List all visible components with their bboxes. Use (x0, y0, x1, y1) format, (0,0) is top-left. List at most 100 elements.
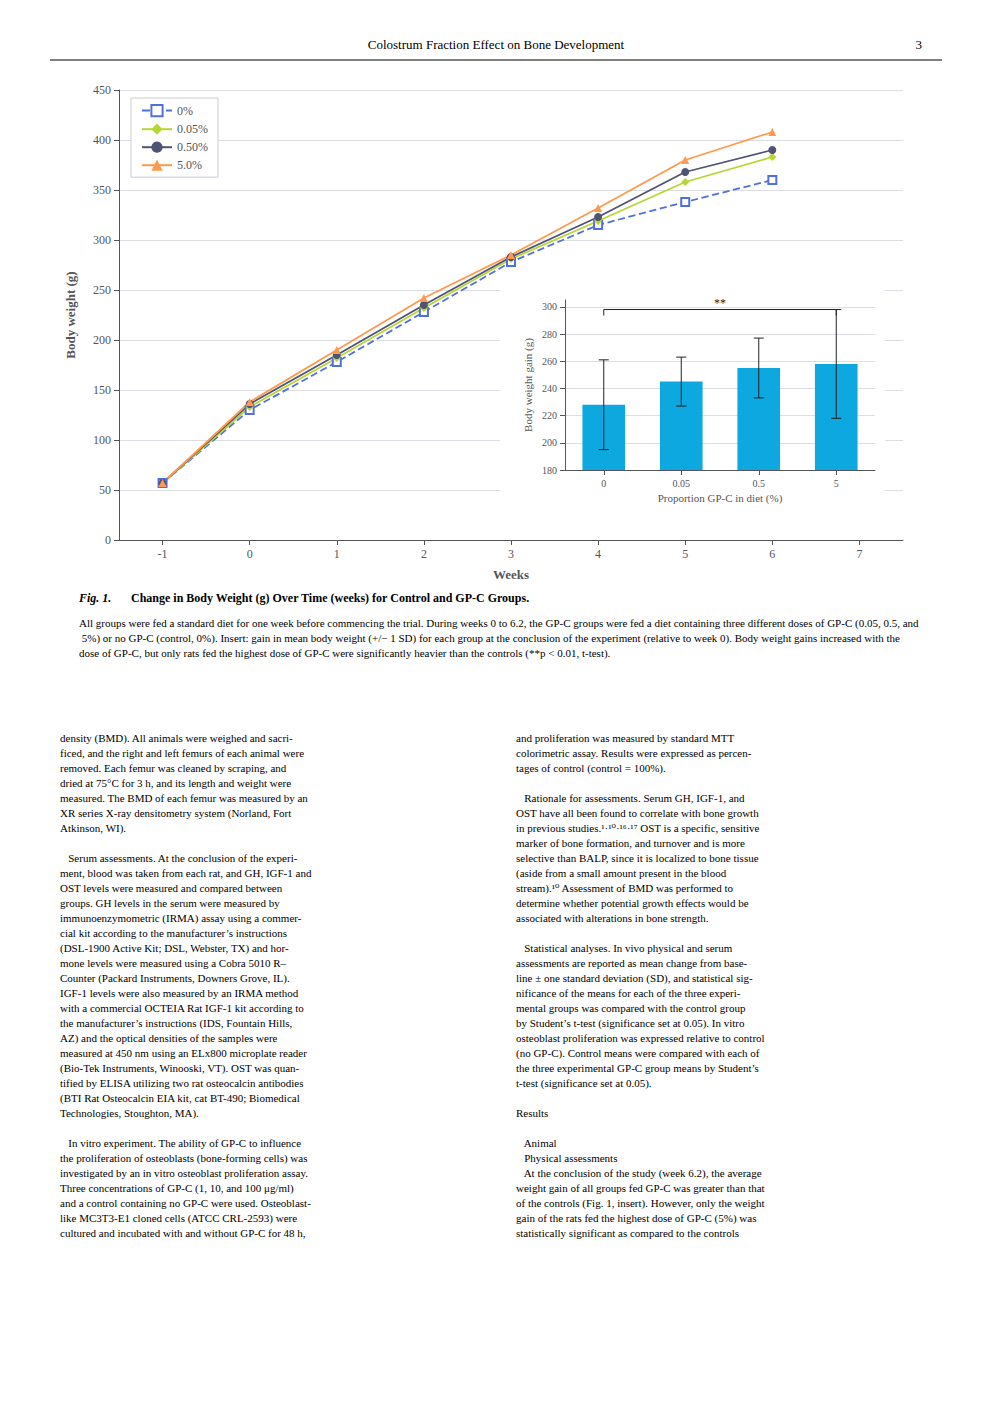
svg-text:3: 3 (508, 547, 514, 561)
svg-text:260: 260 (542, 356, 557, 367)
svg-text:determine whether potential gr: determine whether potential growth effec… (516, 897, 749, 909)
svg-text:6: 6 (769, 547, 775, 561)
svg-text:associated with alterations in: associated with alterations in bone stre… (516, 912, 709, 924)
svg-text:Fig. 1.: Fig. 1. (78, 591, 111, 605)
svg-text:line ± one standard deviation: line ± one standard deviation (SD), and … (516, 972, 753, 985)
svg-text:350: 350 (93, 183, 111, 197)
svg-text:Proportion GP-C in diet (%): Proportion GP-C in diet (%) (658, 492, 783, 505)
svg-text:the proliferation of osteoblas: the proliferation of osteoblasts (bone-f… (60, 1152, 307, 1165)
svg-text:2: 2 (421, 547, 427, 561)
svg-text:(Bio-Tek Instruments, Winooski: (Bio-Tek Instruments, Winooski, VT). OST… (60, 1062, 300, 1075)
svg-text:5: 5 (834, 478, 839, 489)
svg-text:cial kit according to the manu: cial kit according to the manufacturer’s… (60, 927, 287, 939)
svg-text:dose of GP-C, but only rats fe: dose of GP-C, but only rats fed the high… (79, 647, 611, 660)
svg-text:ment, blood was taken from eac: ment, blood was taken from each rat, and… (60, 867, 312, 879)
svg-text:3: 3 (916, 37, 923, 52)
svg-text:OST have all been found to cor: OST have all been found to correlate wit… (516, 807, 759, 819)
svg-text:marker of bone formation, and: marker of bone formation, and turnover a… (516, 837, 745, 849)
svg-text:Weeks: Weeks (493, 567, 529, 582)
svg-text:300: 300 (93, 233, 111, 247)
svg-text:in previous studies.¹·¹⁰·¹⁶·¹⁷: in previous studies.¹·¹⁰·¹⁶·¹⁷ OST is a … (516, 822, 760, 834)
svg-text:Statistical analyses. In vivo: Statistical analyses. In vivo physical a… (516, 942, 733, 954)
svg-text:0: 0 (247, 547, 253, 561)
svg-text:220: 220 (542, 410, 557, 421)
svg-text:investigated by an in vitro os: investigated by an in vitro osteoblast p… (60, 1167, 308, 1179)
svg-text:weight gain of all groups fed: weight gain of all groups fed GP-C was g… (516, 1182, 765, 1194)
svg-text:by Student’s t-test (significa: by Student’s t-test (significance set at… (516, 1017, 745, 1030)
svg-text:180: 180 (542, 465, 557, 476)
svg-text:0: 0 (105, 533, 111, 547)
svg-text:Colostrum Fraction Effect on B: Colostrum Fraction Effect on Bone Develo… (368, 37, 625, 52)
svg-text:5%) or no GP-C (control, 0%).: 5%) or no GP-C (control, 0%). Insert: ga… (79, 632, 903, 645)
svg-text:immunoenzymometric (IRMA) assa: immunoenzymometric (IRMA) assay using a … (60, 912, 302, 925)
svg-text:150: 150 (93, 383, 111, 397)
svg-text:Physical assessments: Physical assessments (516, 1152, 617, 1164)
svg-text:Rationale for assessments. Ser: Rationale for assessments. Serum GH, IGF… (516, 792, 745, 804)
svg-text:280: 280 (542, 329, 557, 340)
svg-text:and proliferation was measured: and proliferation was measured by standa… (516, 732, 734, 744)
svg-text:mental groups was compared wit: mental groups was compared with the cont… (516, 1002, 746, 1014)
svg-text:0%: 0% (177, 104, 193, 118)
svg-text:At the conclusion of the study: At the conclusion of the study (week 6.2… (516, 1167, 762, 1180)
svg-text:(BTI Rat Osteocalcin EIA kit,: (BTI Rat Osteocalcin EIA kit, cat BT-490… (60, 1092, 300, 1105)
svg-text:ficed, and the right and left: ficed, and the right and left femurs of … (60, 747, 304, 759)
svg-text:colorimetric assay. Results we: colorimetric assay. Results were express… (516, 747, 752, 759)
svg-text:100: 100 (93, 433, 111, 447)
svg-text:removed. Each femur was cleane: removed. Each femur was cleaned by scrap… (60, 762, 287, 774)
svg-text:450: 450 (93, 83, 111, 97)
svg-text:All groups were fed a standard: All groups were fed a standard diet for … (79, 617, 919, 630)
svg-text:selective than BALP, since it: selective than BALP, since it is localiz… (516, 852, 759, 864)
svg-text:the manufacturer’s instruction: the manufacturer’s instructions (IDS, Fo… (60, 1017, 293, 1030)
svg-text:statistically significant as c: statistically significant as compared to… (516, 1227, 739, 1239)
svg-text:5.0%: 5.0% (177, 158, 202, 172)
svg-text:400: 400 (93, 133, 111, 147)
svg-text:Body weight gain (g): Body weight gain (g) (522, 338, 535, 432)
svg-text:0.5: 0.5 (753, 478, 766, 489)
svg-text:1: 1 (334, 547, 340, 561)
svg-text:5: 5 (682, 547, 688, 561)
svg-text:of the controls (Fig. 1, inser: of the controls (Fig. 1, insert). Howeve… (516, 1197, 765, 1210)
svg-text:7: 7 (856, 547, 862, 561)
svg-text:(no GP-C). Control means were: (no GP-C). Control means were compared w… (516, 1047, 760, 1060)
svg-text:4: 4 (595, 547, 601, 561)
svg-text:measured. The BMD of each femu: measured. The BMD of each femur was meas… (60, 792, 308, 804)
svg-text:300: 300 (542, 301, 557, 312)
svg-text:osteoblast proliferation was e: osteoblast proliferation was expressed r… (516, 1032, 765, 1044)
svg-text:50: 50 (99, 483, 111, 497)
svg-text:assessments are reported as me: assessments are reported as mean change … (516, 957, 748, 969)
svg-text:In vitro experiment. The abili: In vitro experiment. The ability of GP-C… (60, 1137, 301, 1149)
svg-text:Serum assessments. At the conc: Serum assessments. At the conclusion of … (60, 852, 298, 864)
svg-text:Body weight (g): Body weight (g) (63, 271, 78, 358)
svg-text:0: 0 (601, 478, 606, 489)
svg-text:cultured and incubated with an: cultured and incubated with and without … (60, 1227, 306, 1239)
svg-text:tages of control (control = 10: tages of control (control = 100%). (516, 762, 666, 775)
svg-text:like MC3T3-E1 cloned cells (AT: like MC3T3-E1 cloned cells (ATCC CRL-259… (60, 1212, 297, 1225)
svg-text:measured at 450 nm using an EL: measured at 450 nm using an ELx800 micro… (60, 1047, 307, 1059)
svg-text:200: 200 (542, 437, 557, 448)
svg-text:Change in Body Weight (g) Over: Change in Body Weight (g) Over Time (wee… (131, 591, 529, 605)
svg-text:density (BMD). All animals wer: density (BMD). All animals were weighed … (60, 732, 293, 745)
svg-text:Atkinson, WI).: Atkinson, WI). (60, 822, 126, 835)
svg-text:mone levels were measured usin: mone levels were measured using a Cobra … (60, 957, 287, 969)
svg-text:-1: -1 (158, 547, 168, 561)
svg-text:(DSL-1900 Active Kit; DSL, Web: (DSL-1900 Active Kit; DSL, Webster, TX) … (60, 942, 289, 955)
svg-text:Three concentrations of GP-C (: Three concentrations of GP-C (1, 10, and… (60, 1182, 294, 1195)
svg-text:0.05: 0.05 (673, 478, 691, 489)
svg-text:the three experimental GP-C gr: the three experimental GP-C group means … (516, 1062, 759, 1074)
svg-text:240: 240 (542, 383, 557, 394)
svg-text:Results: Results (516, 1107, 548, 1119)
svg-text:with a commercial OCTEIA Rat I: with a commercial OCTEIA Rat IGF-1 kit a… (60, 1002, 304, 1014)
svg-text:0.50%: 0.50% (177, 140, 208, 154)
svg-text:**: ** (714, 296, 726, 310)
svg-text:nificance of the means for eac: nificance of the means for each of the t… (516, 987, 741, 999)
svg-text:and a control containing no GP: and a control containing no GP-C were us… (60, 1197, 311, 1209)
svg-text:AZ) and the optical densities: AZ) and the optical densities of the sam… (60, 1032, 278, 1045)
svg-text:OST levels were measured and c: OST levels were measured and compared be… (60, 882, 283, 894)
svg-text:tified by ELISA utilizing two: tified by ELISA utilizing two rat osteoc… (60, 1077, 303, 1089)
svg-text:(aside from a small amount pre: (aside from a small amount present in th… (516, 867, 727, 880)
svg-text:250: 250 (93, 283, 111, 297)
svg-text:200: 200 (93, 333, 111, 347)
svg-text:0.05%: 0.05% (177, 122, 208, 136)
svg-text:Technologies, Stoughton, MA).: Technologies, Stoughton, MA). (60, 1107, 199, 1120)
svg-text:Animal: Animal (516, 1137, 557, 1149)
